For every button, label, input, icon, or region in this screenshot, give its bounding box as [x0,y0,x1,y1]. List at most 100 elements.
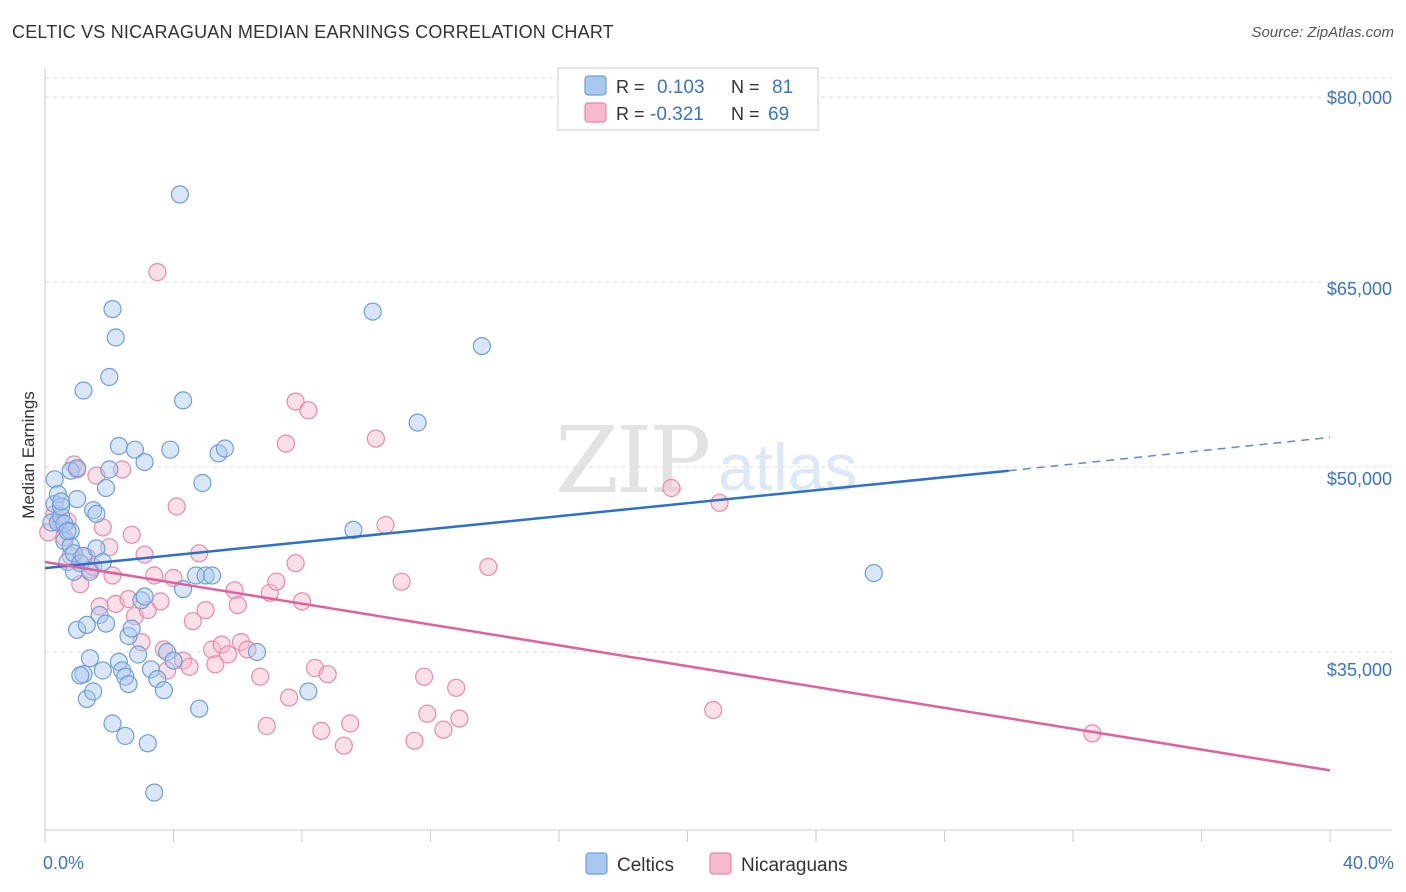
celtic-trend-line [44,469,1009,570]
nicaraguan-point [225,581,244,600]
y-tick-label: $80,000 [1327,88,1392,108]
celtic-point [71,666,90,685]
source-label: Source: ZipAtlas.com [1251,24,1394,41]
celtic-point [164,651,183,670]
watermark-zip: ZIP [555,407,708,514]
nicaraguan-point [366,429,385,448]
legend-nicaraguans-swatch [709,852,732,875]
series-legend: Celtics Nicaraguans [585,852,848,876]
celtic-point [103,714,122,733]
celtic-point [74,381,93,400]
stats-legend: R = 0.103 N = 81 R = -0.321 N = 69 [557,67,819,131]
nicaraguan-point [450,709,469,728]
celtic-point [119,674,138,694]
nicaraguan-point [251,667,270,686]
nicaraguan-point [710,493,729,512]
nicaraguan-point [292,592,312,611]
y-tick-label: $35,000 [1327,660,1392,680]
celtic-point [344,520,363,540]
celtic-n-value: 81 [772,77,793,98]
nicaraguan-point [180,657,199,676]
nicaraguan-swatch [584,102,607,123]
celtic-point [408,413,427,432]
nicaraguan-point [206,655,225,674]
celtic-point [84,682,103,701]
nicaraguan-point [151,592,170,611]
y-tick-labels: $80,000 $65,000 $50,000 $35,000 [1327,88,1392,680]
nicaraguan-point [447,678,466,697]
celtic-point [186,566,206,585]
celtic-point [58,521,77,541]
nicaraguan-point [286,554,305,573]
celtic-point [96,614,116,633]
celtic-point [51,497,71,516]
nicaraguan-r-value: -0.321 [650,104,704,125]
celtic-point [215,439,234,458]
nicaraguan-point [276,434,295,453]
nicaraguan-point [219,645,238,664]
celtic-point [174,391,193,410]
celtic-points [42,185,883,802]
celtic-point [141,660,161,679]
celtic-point [51,492,71,511]
celtic-point [161,440,180,459]
celtic-point [154,681,173,700]
celtic-point [67,459,87,478]
celtic-point [67,620,87,639]
celtic-point [129,645,148,664]
nicaraguan-point [148,263,167,282]
celtic-point [93,661,112,680]
nicaraguan-point [183,612,202,631]
celtic-point [116,726,135,746]
celtic-point [472,337,491,356]
celtic-point [125,440,144,459]
nicaraguan-n-value: 69 [768,104,789,125]
celtic-point [190,699,209,718]
nicaraguan-point [231,632,251,652]
celtic-point [170,185,189,204]
celtic-point [109,436,129,456]
celtic-swatch [584,75,607,96]
nicaraguan-point [122,525,141,544]
celtic-n-label: N = [731,77,760,97]
legend-nicaraguans-label: Nicaraguans [741,855,848,876]
celtic-point [80,649,100,668]
y-axis-title: Median Earnings [19,391,38,519]
nicaraguan-point [312,721,331,741]
celtic-point [145,783,164,802]
nicaraguan-trend-line [44,560,1331,772]
nicaraguan-point [392,572,411,591]
celtic-point [103,300,122,319]
nicaraguan-point [286,392,305,411]
chart-title: CELTIC VS NICARAGUAN MEDIAN EARNINGS COR… [12,22,614,42]
celtic-point [363,302,382,321]
nicaraguan-point [318,665,337,684]
x-tick-label-max: 40.0% [1343,853,1394,873]
nicaraguan-point [376,515,395,535]
celtic-point [100,460,119,479]
nicaraguan-point [257,716,276,736]
celtic-point [67,490,87,509]
x-tick-label-min: 0.0% [43,853,84,873]
celtic-point [96,478,116,498]
y-tick-label: $50,000 [1327,469,1392,489]
celtic-point [122,619,141,638]
nicaraguan-r-label: R = [616,104,645,124]
celtic-r-label: R = [616,77,645,97]
nicaraguan-point [212,635,231,654]
gridlines [45,77,1392,653]
nicaraguan-point [662,478,681,498]
celtic-point [42,513,61,532]
celtic-point [148,669,167,689]
nicaraguan-point [341,714,360,733]
celtic-point [77,689,96,709]
celtic-point [135,453,154,472]
nicaraguan-point [135,545,154,564]
nicaraguan-point [334,736,353,755]
celtic-point [45,470,64,489]
nicaraguan-point [479,557,498,577]
celtic-point [106,328,125,347]
nicaraguan-point [299,401,318,420]
celtic-trend-extension [1008,436,1331,472]
nicaraguan-point [704,700,723,720]
